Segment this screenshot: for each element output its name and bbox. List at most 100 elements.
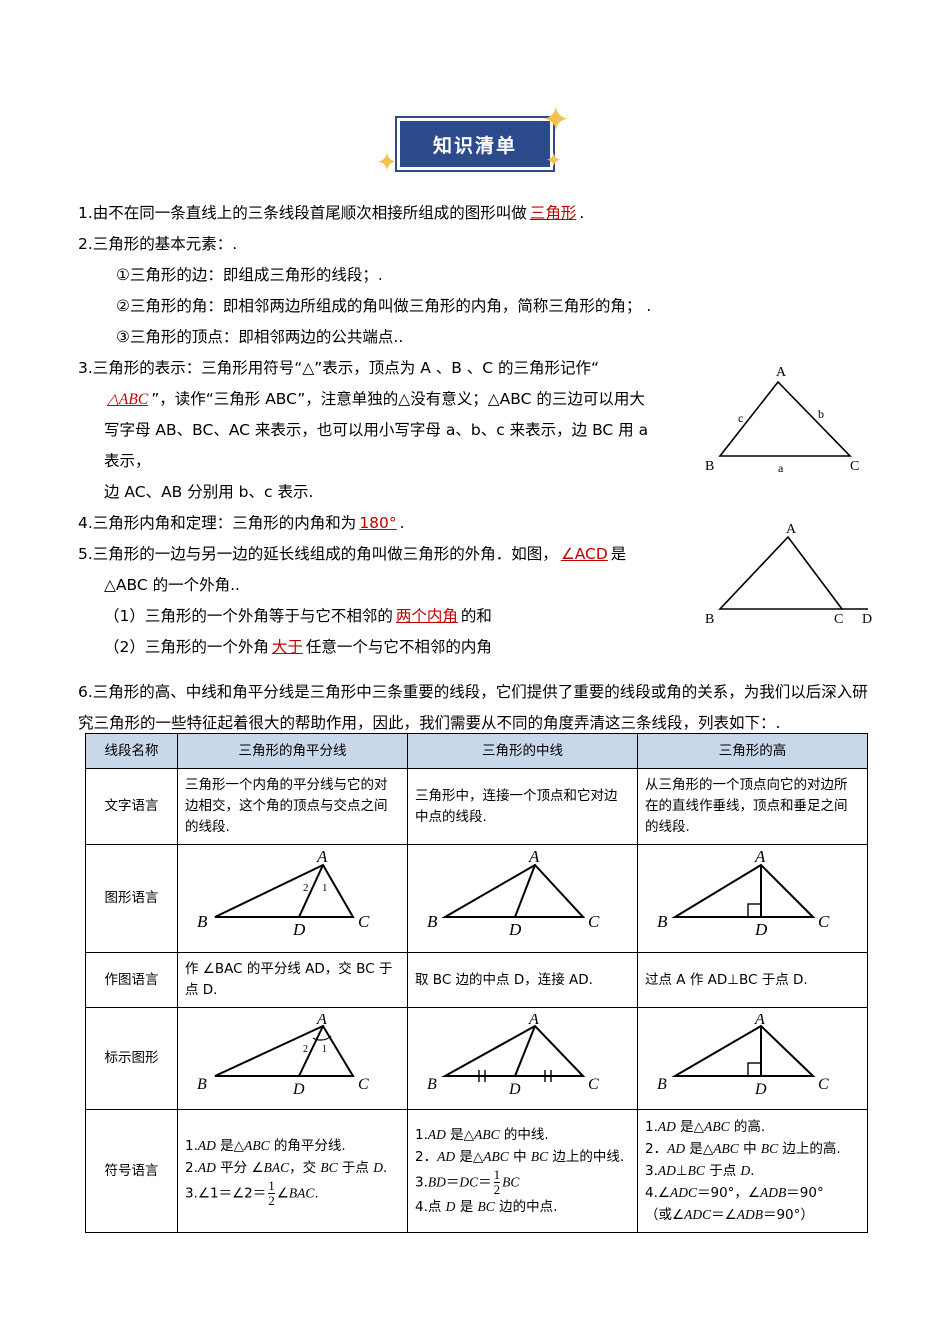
- cell-figure-altitude: A B C D: [637, 844, 868, 953]
- table-row-construction-language: 作图语言 作 ∠BAC 的平分线 AD，交 BC 于点 D. 取 BC 边的中点…: [85, 952, 868, 1008]
- symbol-median-line-2: 2．AD 是△ABC 中 BC 边上的中线.: [415, 1148, 625, 1165]
- item-5-line1: 三角形的一边与另一边的延长线组成的角叫做三角形的外角．如图，: [92, 545, 558, 563]
- svg-text:B: B: [197, 912, 208, 931]
- svg-text:2: 2: [303, 882, 309, 894]
- svg-text:A: A: [754, 851, 766, 866]
- item-5-line1-after: 是: [610, 545, 627, 563]
- item-3-num: 3.: [78, 359, 93, 377]
- page-title: 知识清单: [432, 134, 517, 157]
- cell-symbol-altitude: 1.AD 是△ABC 的高. 2．AD 是△ABC 中 BC 边上的高. 3.A…: [637, 1109, 868, 1233]
- symbol-bisector-line-2: 2.AD 平分 ∠BAC，交 BC 于点 D.: [185, 1159, 388, 1176]
- star-icon-top-right: ✦: [541, 101, 571, 139]
- item-4: 4.三角形内角和定理：三角形的内角和为 180°.: [78, 508, 878, 539]
- item-2-sub-3: ③三角形的顶点：即相邻两边的公共端点..: [116, 328, 404, 346]
- svg-text:C: C: [358, 1076, 369, 1093]
- svg-text:2: 2: [303, 1044, 308, 1055]
- svg-text:C: C: [818, 1076, 829, 1093]
- item-3-line2: ”，读作“三角形 ABC”，注意单独的△没有意义；△ABC 的三边可以用大: [151, 390, 645, 408]
- svg-text:B: B: [705, 459, 714, 474]
- svg-text:A: A: [316, 1014, 327, 1028]
- row-label-construction-language: 作图语言: [85, 952, 178, 1008]
- cell-text-altitude: 从三角形的一个顶点向它的对边所在的直线作垂线，顶点和垂足之间的线段.: [637, 768, 868, 845]
- svg-text:A: A: [528, 851, 540, 866]
- triangle-median-figure: A B C D: [427, 847, 600, 939]
- table-header-row: 线段名称 三角形的角平分线 三角形的中线 三角形的高: [85, 733, 868, 769]
- figure-triangle-abc: A B C c b a: [700, 360, 870, 485]
- svg-text:C: C: [588, 912, 600, 931]
- item-5-sub1-after: 的和: [460, 607, 492, 625]
- table-header-3: 三角形的高: [637, 733, 868, 769]
- item-2-text: 三角形的基本元素：.: [92, 235, 238, 253]
- row-label-marked-figure: 标示图形: [85, 1007, 178, 1110]
- cell-construction-bisector: 作 ∠BAC 的平分线 AD，交 BC 于点 D.: [177, 952, 408, 1008]
- table-row-figure-language: 图形语言 A B C D 2 1: [85, 844, 868, 953]
- item-5-sub1-blank: 两个内角: [395, 607, 458, 625]
- triangle-bisector-marked-figure: A B C D 2 1: [197, 1011, 369, 1098]
- item-5-line2: △ABC 的一个外角..: [104, 576, 240, 594]
- item-6-num: 6.: [78, 683, 93, 701]
- item-6-text: 三角形的高、中线和角平分线是三角形中三条重要的线段，它们提供了重要的线段或角的关…: [78, 683, 868, 732]
- cell-figure-median: A B C D: [407, 844, 638, 953]
- item-4-tail: .: [399, 514, 405, 532]
- svg-text:D: D: [862, 612, 872, 627]
- comparison-table-wrap: 线段名称 三角形的角平分线 三角形的中线 三角形的高 文字语言 三角形一个内角的…: [85, 733, 868, 1233]
- symbol-median-line-4: 4.点 D 是 BC 边的中点.: [415, 1199, 558, 1216]
- table-header-1: 三角形的角平分线: [177, 733, 408, 769]
- item-1-num: 1.: [78, 204, 93, 222]
- item-5-sub-2: （2）三角形的一个外角 大于 任意一个与它不相邻的内角: [78, 632, 878, 663]
- cell-symbol-median: 1.AD 是△ABC 的中线. 2．AD 是△ABC 中 BC 边上的中线. 3…: [407, 1109, 638, 1233]
- item-5-sub2-before: （2）三角形的一个外角: [104, 638, 269, 656]
- svg-text:1: 1: [322, 1044, 327, 1055]
- svg-text:A: A: [316, 851, 328, 866]
- item-1-tail: .: [579, 204, 585, 222]
- title-banner: ✦ ✦ ✦ 知识清单: [376, 103, 570, 175]
- figure-triangle-exterior-angle: A B C D: [700, 523, 880, 633]
- item-2-sub-2: ②三角形的角：即相邻两边所组成的角叫做三角形的内角，简称三角形的角； .: [116, 297, 652, 315]
- symbol-altitude-line-4: 4.∠ADC＝90°，∠ADB＝90°: [645, 1185, 824, 1201]
- svg-text:C: C: [818, 912, 830, 931]
- item-5-sub2-after: 任意一个与它不相邻的内角: [305, 638, 492, 656]
- item-1-text: 由不在同一条直线上的三条线段首尾顺次相接所组成的图形叫做: [92, 204, 527, 222]
- table-row-text-language: 文字语言 三角形一个内角的平分线与它的对边相交，这个角的顶点与交点之间的线段. …: [85, 768, 868, 845]
- svg-text:c: c: [738, 411, 743, 425]
- svg-text:D: D: [508, 920, 522, 939]
- symbol-altitude-line-2: 2．AD 是△ABC 中 BC 边上的高.: [645, 1141, 841, 1157]
- svg-text:A: A: [754, 1014, 765, 1028]
- comparison-table: 线段名称 三角形的角平分线 三角形的中线 三角形的高 文字语言 三角形一个内角的…: [85, 733, 868, 1233]
- row-label-figure-language: 图形语言: [85, 844, 178, 953]
- row-label-text-language: 文字语言: [85, 768, 178, 845]
- symbol-altitude-line-3: 3.AD⊥BC 于点 D.: [645, 1163, 755, 1179]
- cell-construction-altitude: 过点 A 作 AD⊥BC 于点 D.: [637, 952, 868, 1008]
- triangle-altitude-marked-figure: A B C D: [657, 1011, 829, 1098]
- cell-text-median: 三角形中，连接一个顶点和它对边中点的线段.: [407, 768, 638, 845]
- item-5-num: 5.: [78, 545, 93, 563]
- item-3-line4: 边 AC、AB 分别用 b、c 表示.: [104, 483, 314, 501]
- symbol-bisector-line-3: 3.∠1＝∠2＝ 1 2 ∠BAC.: [185, 1177, 319, 1208]
- symbol-bisector-line-1: 1.AD 是△ABC 的角平分线.: [185, 1137, 346, 1154]
- item-4-num: 4.: [78, 514, 93, 532]
- item-5-sub-1: （1）三角形的一个外角等于与它不相邻的 两个内角 的和: [78, 601, 878, 632]
- svg-text:D: D: [754, 1081, 767, 1096]
- svg-text:A: A: [776, 365, 787, 380]
- cell-marked-bisector: A B C D 2 1: [177, 1007, 408, 1110]
- item-3-line3: 写字母 AB、BC、AC 来表示，也可以用小写字母 a、b、c 来表示，边 BC…: [104, 421, 649, 470]
- svg-text:1: 1: [322, 882, 328, 894]
- svg-text:D: D: [508, 1081, 521, 1096]
- star-icon-bottom-right: ✦: [545, 150, 562, 172]
- item-5-blank: ∠ACD: [560, 545, 608, 563]
- triangle-altitude-figure: A B C D: [657, 847, 830, 939]
- svg-text:B: B: [197, 1076, 207, 1093]
- svg-text:D: D: [754, 920, 768, 939]
- table-header-0: 线段名称: [85, 733, 178, 769]
- svg-text:B: B: [657, 912, 668, 931]
- cell-symbol-bisector: 1.AD 是△ABC 的角平分线. 2.AD 平分 ∠BAC，交 BC 于点 D…: [177, 1109, 408, 1233]
- item-6: 6.三角形的高、中线和角平分线是三角形中三条重要的线段，它们提供了重要的线段或角…: [78, 677, 868, 739]
- svg-text:C: C: [834, 612, 843, 627]
- table-header-2: 三角形的中线: [407, 733, 638, 769]
- item-2-num: 2.: [78, 235, 93, 253]
- item-2: 2.三角形的基本元素：.: [78, 229, 878, 260]
- row-label-symbol-language: 符号语言: [85, 1109, 178, 1233]
